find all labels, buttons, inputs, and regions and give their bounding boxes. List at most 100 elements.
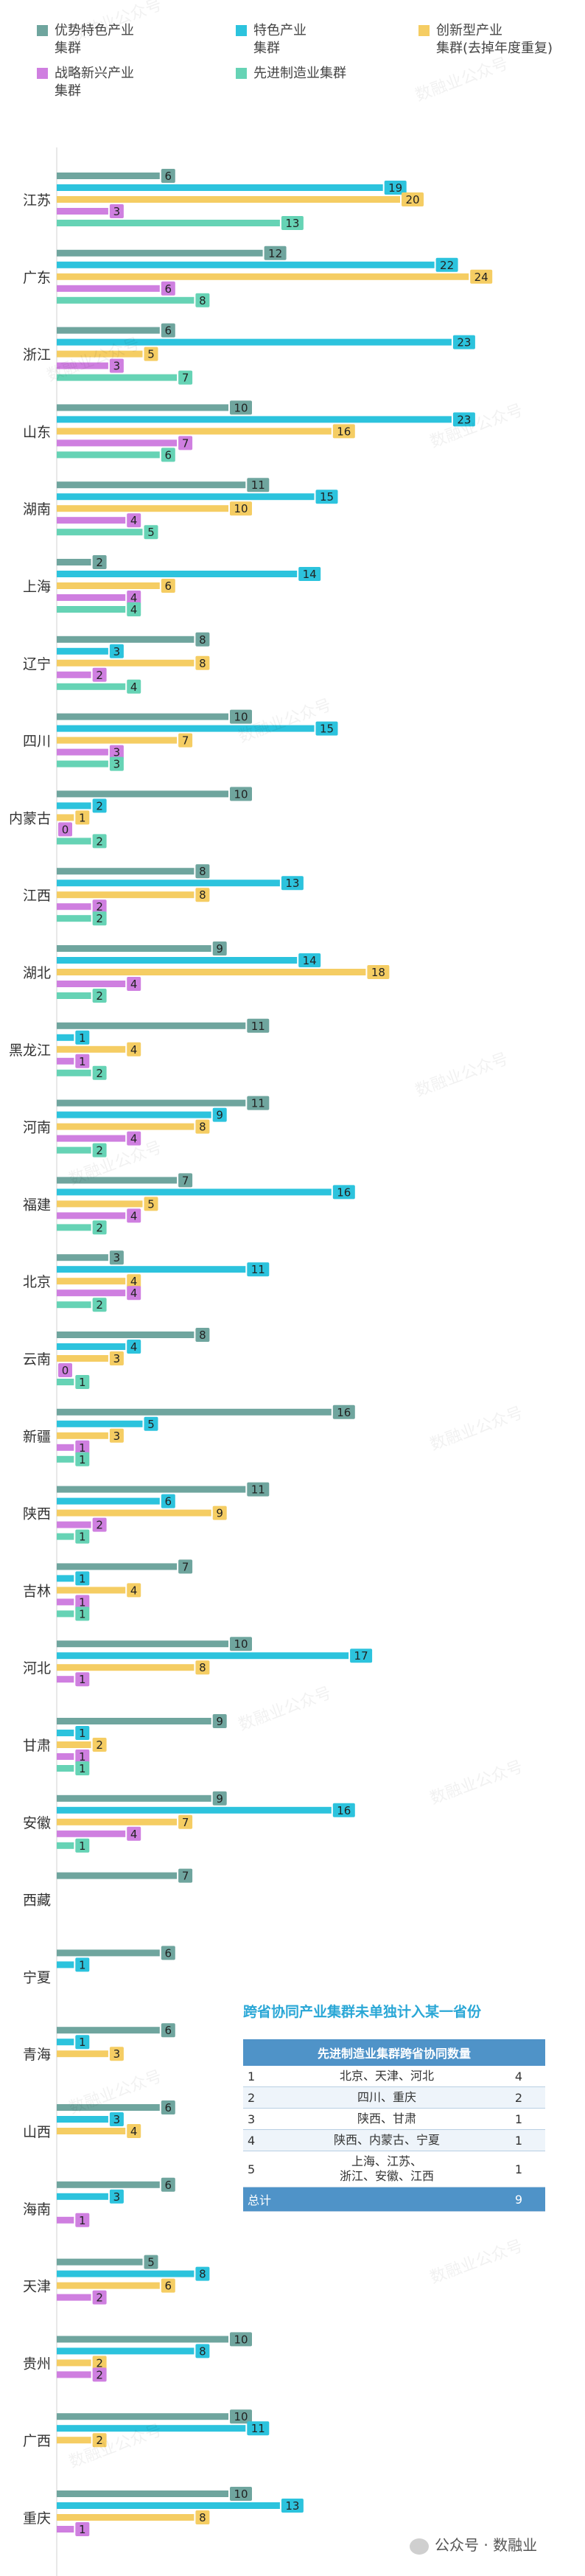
data-label: 20 [405, 193, 419, 206]
data-label-badge [178, 1814, 193, 1829]
data-label: 1 [79, 1376, 86, 1389]
data-label-badge [92, 1143, 107, 1158]
bar [57, 725, 315, 732]
data-label: 16 [337, 1186, 351, 1199]
data-label-badge [332, 1185, 355, 1200]
category-label: 四川 [23, 734, 51, 750]
bar [57, 1872, 178, 1879]
data-label-badge [75, 1726, 90, 1740]
data-label: 6 [165, 1495, 172, 1508]
row-provinces: 北京、天津、河北 [281, 2066, 492, 2087]
bar [57, 2027, 160, 2034]
bar [57, 2514, 195, 2521]
data-label: 1 [79, 2036, 86, 2049]
bar [57, 1355, 108, 1362]
data-label: 5 [147, 1418, 155, 1431]
bar [57, 582, 160, 589]
data-label: 5 [147, 526, 155, 539]
total-spacer [281, 2187, 492, 2212]
data-label-badge [75, 1571, 90, 1586]
data-label-badge [75, 1054, 90, 1068]
bar [57, 249, 263, 257]
bar [57, 2050, 108, 2058]
data-label: 18 [371, 966, 385, 979]
data-label: 1 [79, 1762, 86, 1775]
data-label-badge [470, 269, 493, 284]
data-label-badge [92, 2367, 107, 2382]
data-label-badge [75, 1750, 90, 1764]
category-label: 辽宁 [23, 656, 51, 672]
data-label: 13 [285, 877, 299, 890]
data-label: 10 [234, 2410, 248, 2423]
data-label-badge [92, 555, 107, 569]
data-label-badge [75, 1672, 90, 1687]
footer-credit: 公众号 · 数融业 [410, 2533, 537, 2555]
data-label-badge [109, 2112, 124, 2126]
data-label: 2 [96, 669, 103, 682]
data-label: 8 [199, 1329, 206, 1342]
data-label-badge [161, 1494, 175, 1508]
data-label: 16 [337, 1406, 351, 1419]
data-label-badge [92, 2290, 107, 2305]
legend-swatch [37, 25, 48, 36]
data-label-badge [298, 567, 321, 581]
bar [57, 2413, 228, 2420]
data-label: 8 [199, 1121, 206, 1134]
bar [57, 1730, 74, 1736]
data-label: 0 [62, 1364, 69, 1377]
data-label-badge [332, 1803, 355, 1817]
data-label-badge [298, 953, 321, 967]
data-label: 1 [79, 1839, 86, 1853]
data-label-badge [109, 1351, 124, 1365]
data-label-badge [195, 2510, 210, 2524]
data-label: 6 [165, 1946, 172, 1960]
data-label: 2 [96, 2434, 103, 2447]
bar [57, 1598, 74, 1606]
data-label-badge [195, 1660, 210, 1675]
data-label: 2 [96, 1067, 103, 1080]
legend-swatch [418, 25, 430, 36]
data-label-badge [109, 745, 124, 759]
data-label: 5 [147, 348, 155, 361]
data-label-badge [230, 501, 252, 516]
bar [57, 1509, 211, 1517]
bar [57, 737, 178, 744]
legend-label: 创新型产业 集群(去掉年度重复) [436, 23, 553, 56]
category-label: 上海 [23, 579, 51, 595]
bar [57, 1034, 74, 1041]
data-label: 6 [165, 2280, 172, 2293]
bar [57, 451, 160, 459]
data-label-badge [127, 977, 141, 991]
bar [57, 416, 452, 423]
bar [57, 1652, 349, 1660]
bar [57, 1806, 332, 1814]
data-label: 7 [182, 1870, 189, 1883]
data-label-badge [230, 709, 252, 724]
data-label: 15 [320, 490, 334, 504]
data-label-badge [75, 1529, 90, 1544]
data-label: 9 [216, 1109, 223, 1122]
data-label: 24 [474, 271, 488, 284]
data-label: 15 [320, 723, 334, 736]
data-label-badge [212, 1505, 227, 1520]
data-label-badge [161, 579, 175, 593]
data-label-badge [75, 2035, 90, 2050]
data-label: 10 [234, 2333, 248, 2346]
bar [57, 814, 74, 821]
data-label: 12 [268, 247, 282, 260]
data-label: 19 [388, 181, 402, 195]
data-label: 1 [79, 1727, 86, 1740]
bar [57, 1099, 246, 1107]
bar [57, 481, 246, 489]
bar [57, 2282, 160, 2289]
data-label-badge [92, 1298, 107, 1312]
row-provinces: 四川、重庆 [281, 2086, 492, 2109]
data-label-badge [230, 787, 252, 801]
data-label-badge [109, 1428, 124, 1443]
bar [57, 184, 383, 191]
data-label: 3 [113, 1430, 121, 1443]
data-label: 9 [216, 1715, 223, 1728]
bar [57, 505, 228, 512]
bar [57, 1111, 211, 1118]
